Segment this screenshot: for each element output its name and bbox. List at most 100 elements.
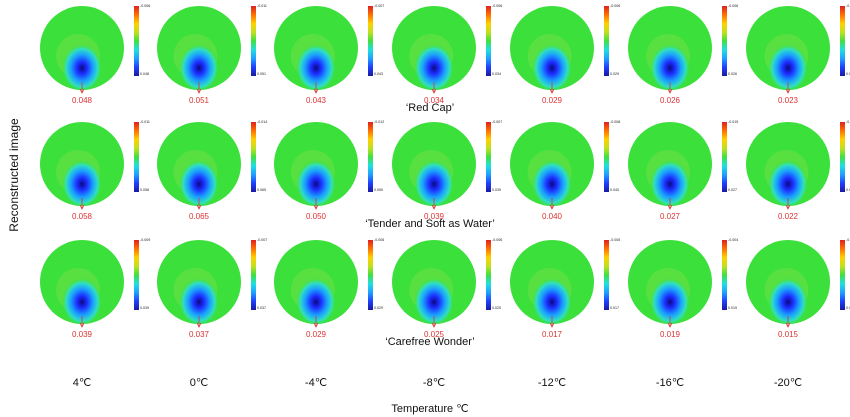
peak-value-label: 0.025 — [423, 330, 445, 339]
reconstructed-image-panel: -0.006 0.026 0.026 — [626, 4, 746, 119]
peak-value-label: 0.029 — [541, 96, 563, 105]
eit-image — [746, 240, 845, 328]
colorbar-min-label: 0.027 — [728, 188, 737, 192]
peak-value-label: 0.039 — [71, 330, 93, 339]
reconstructed-image-panel: -0.012 0.050 0.050 — [272, 120, 392, 235]
colorbar — [722, 6, 727, 76]
reconstructed-image-panel: -0.006 0.034 0.034 — [390, 4, 510, 119]
colorbar-min-label: 0.015 — [846, 306, 850, 310]
reconstructed-image-panel: -0.014 0.065 0.065 — [155, 120, 275, 235]
anomaly-blob — [296, 278, 336, 324]
anomaly-blob — [768, 160, 808, 206]
peak-value-label: 0.037 — [188, 330, 210, 339]
eit-image — [628, 122, 727, 210]
colorbar-min-label: 0.017 — [610, 306, 619, 310]
eit-image — [274, 240, 373, 328]
peak-value-label: 0.050 — [305, 212, 327, 221]
colorbar — [486, 6, 491, 76]
reconstructed-image-panel: -0.004 0.019 0.019 — [626, 238, 746, 353]
variety-label: ‘Carefree Wonder’ — [385, 336, 475, 348]
peak-value-label: 0.029 — [305, 330, 327, 339]
peak-value-label: 0.048 — [71, 96, 93, 105]
colorbar-min-label: 0.039 — [140, 306, 149, 310]
reconstructed-image-panel: -0.011 0.058 0.058 — [38, 120, 158, 235]
anomaly-blob — [768, 44, 808, 90]
colorbar-max-label: -0.015 — [728, 120, 739, 124]
colorbar-min-label: 0.022 — [846, 188, 850, 192]
reconstructed-image-panel: -0.009 0.039 0.039 — [38, 238, 158, 353]
peak-value-label: 0.043 — [305, 96, 327, 105]
eit-image — [628, 6, 727, 94]
colorbar — [251, 6, 256, 76]
variety-label: ‘Tender and Soft as Water’ — [365, 218, 495, 230]
colorbar-min-label: 0.026 — [728, 72, 737, 76]
reconstructed-image-panel: -0.008 0.040 0.040 — [508, 120, 628, 235]
temperature-label: 4℃ — [72, 377, 92, 389]
eit-image — [274, 6, 373, 94]
colorbar — [134, 240, 139, 310]
colorbar — [722, 240, 727, 310]
peak-value-label: 0.027 — [659, 212, 681, 221]
reconstructed-image-panel: -0.005 0.017 0.017 — [508, 238, 628, 353]
colorbar-max-label: -0.008 — [610, 120, 621, 124]
colorbar-max-label: -0.005 — [846, 120, 850, 124]
eit-image — [40, 122, 139, 210]
colorbar — [134, 6, 139, 76]
colorbar — [368, 6, 373, 76]
colorbar-max-label: -0.011 — [140, 120, 150, 124]
colorbar-max-label: -0.006 — [492, 4, 503, 8]
anomaly-blob — [650, 44, 690, 90]
colorbar-max-label: -0.014 — [257, 120, 268, 124]
peak-value-label: 0.022 — [777, 212, 799, 221]
colorbar-min-label: 0.050 — [374, 188, 383, 192]
temperature-label: 0℃ — [189, 377, 209, 389]
x-axis-label: Temperature ℃ — [391, 403, 469, 415]
eit-image — [628, 240, 727, 328]
reconstructed-image-panel: -0.023 0.023 0.023 — [744, 4, 850, 119]
colorbar — [486, 122, 491, 192]
colorbar — [486, 240, 491, 310]
peak-value-label: 0.034 — [423, 96, 445, 105]
colorbar — [840, 6, 845, 76]
colorbar — [604, 6, 609, 76]
colorbar-max-label: -0.006 — [140, 4, 151, 8]
eit-image — [157, 240, 256, 328]
peak-value-label: 0.065 — [188, 212, 210, 221]
eit-image — [274, 122, 373, 210]
eit-image — [157, 122, 256, 210]
colorbar — [840, 240, 845, 310]
colorbar-min-label: 0.029 — [374, 306, 383, 310]
reconstructed-image-panel: -0.005 0.022 0.022 — [744, 120, 850, 235]
y-axis-label: Reconstructed image — [7, 118, 21, 232]
temperature-label: -4℃ — [304, 377, 328, 389]
colorbar-max-label: -0.007 — [257, 238, 268, 242]
reconstructed-image-panel: -0.006 0.048 0.048 — [38, 4, 158, 119]
eit-image — [510, 122, 609, 210]
colorbar — [840, 122, 845, 192]
peak-value-label: 0.039 — [423, 212, 445, 221]
anomaly-blob — [62, 278, 102, 324]
colorbar — [134, 122, 139, 192]
colorbar — [368, 122, 373, 192]
colorbar — [368, 240, 373, 310]
anomaly-blob — [62, 160, 102, 206]
colorbar-max-label: -0.006 — [492, 238, 503, 242]
eit-image — [392, 122, 491, 210]
colorbar-max-label: -0.023 — [846, 4, 850, 8]
eit-image — [40, 6, 139, 94]
peak-value-label: 0.026 — [659, 96, 681, 105]
colorbar-min-label: 0.040 — [610, 188, 619, 192]
eit-image — [157, 6, 256, 94]
colorbar-max-label: -0.012 — [374, 120, 385, 124]
reconstructed-image-panel: -0.006 0.029 0.029 — [272, 238, 392, 353]
reconstructed-image-panel: -0.007 0.039 0.039 — [390, 120, 510, 235]
anomaly-blob — [179, 160, 219, 206]
peak-value-label: 0.017 — [541, 330, 563, 339]
temperature-label: -8℃ — [422, 377, 446, 389]
colorbar-min-label: 0.025 — [492, 306, 501, 310]
colorbar-max-label: -0.004 — [728, 238, 739, 242]
eit-image — [392, 6, 491, 94]
temperature-label: -16℃ — [655, 377, 685, 389]
colorbar-max-label: -0.009 — [140, 238, 151, 242]
reconstructed-image-panel: -0.007 0.037 0.037 — [155, 238, 275, 353]
